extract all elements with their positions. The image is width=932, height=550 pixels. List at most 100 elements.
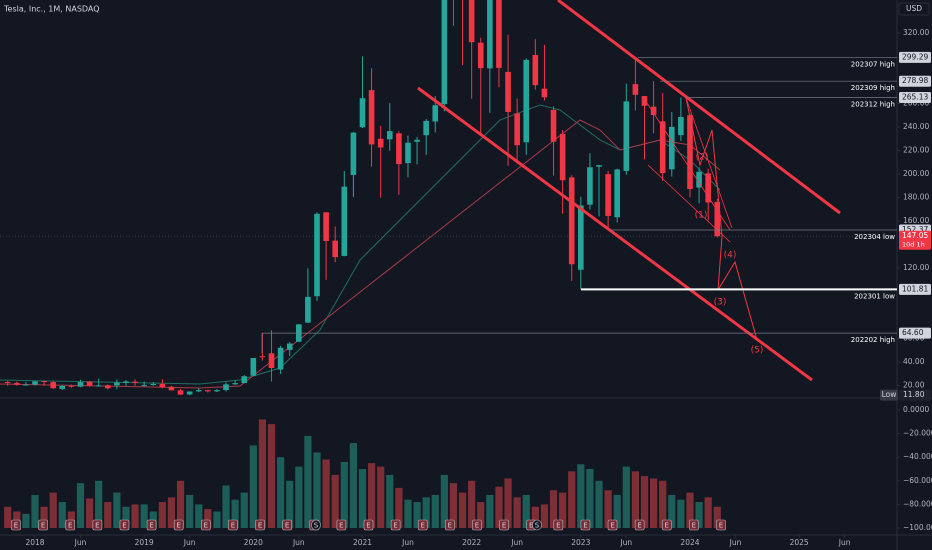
volume-bar	[295, 466, 303, 528]
candle-body	[86, 381, 93, 386]
candle-body	[59, 385, 66, 389]
volume-bar	[522, 494, 530, 528]
event-icon	[445, 519, 455, 531]
wave-channel	[685, 97, 733, 229]
candle-body	[250, 358, 257, 376]
candle-body	[477, 42, 484, 69]
volume-bar	[58, 502, 66, 528]
price-badge-value: 278.98	[902, 76, 928, 85]
candle-body	[150, 383, 157, 385]
y-tick-label: 20.00	[903, 381, 925, 390]
volume-bar	[204, 509, 212, 528]
y-tick-label: 260.00	[903, 99, 929, 108]
volume-bar	[586, 469, 594, 528]
volume-bar	[231, 499, 239, 528]
candle-body	[632, 84, 639, 95]
volume-bar	[577, 464, 585, 528]
event-icon	[363, 519, 374, 531]
volume-bar	[113, 492, 121, 528]
volume-bar	[240, 492, 248, 528]
volume-bar	[449, 483, 458, 528]
event-label: E	[556, 522, 560, 530]
event-icon	[390, 519, 401, 531]
event-label: E	[719, 522, 723, 530]
price-badge	[899, 91, 931, 103]
candle-body	[468, 0, 475, 43]
candle-body	[68, 385, 75, 387]
volume-bar	[704, 497, 712, 528]
candle-body	[523, 59, 530, 143]
y2-tick-label: −60.0000	[903, 476, 932, 485]
candle-body	[678, 117, 684, 136]
event-label: E	[529, 522, 533, 530]
volume-bar	[249, 445, 257, 528]
candle-body	[104, 385, 111, 389]
event-icon	[689, 519, 699, 531]
level-label: 202202 high	[851, 336, 895, 344]
event-label: E	[204, 522, 208, 530]
event-icon	[146, 519, 157, 531]
candle-body	[432, 105, 439, 122]
candle-body	[359, 98, 366, 128]
volume-bar	[267, 424, 276, 528]
candle-body	[605, 174, 611, 216]
wave-channel	[644, 99, 731, 231]
volume-bar	[358, 469, 367, 528]
event-icon	[92, 519, 103, 531]
wave-label: (1)	[695, 211, 708, 221]
y2-tick-label: −80.0000	[903, 499, 932, 508]
volume-bar	[559, 492, 567, 528]
volume-bar	[313, 452, 321, 528]
candle-body	[50, 382, 56, 389]
volume-bar	[395, 487, 403, 528]
event-label: E	[14, 522, 18, 530]
x-tick-label: Jun	[74, 538, 87, 547]
x-tick-label: 2025	[790, 538, 809, 547]
y-tick-label: 120.00	[903, 263, 929, 272]
level-label: 202307 high	[851, 60, 895, 68]
candle-body	[95, 385, 102, 387]
candle-body	[441, 0, 448, 105]
y-tick-label: 40.00	[903, 357, 925, 366]
volume-bar	[668, 494, 676, 528]
candle-body	[114, 382, 120, 386]
wave-projection	[685, 97, 758, 341]
volume-bar	[286, 480, 294, 528]
volume-bar	[140, 504, 148, 528]
candle-body	[41, 381, 47, 383]
y-tick-label: 160.00	[903, 216, 929, 225]
event-icon	[607, 519, 618, 531]
event-icon	[311, 519, 321, 531]
event-label: E	[448, 522, 452, 530]
volume-bar	[631, 471, 640, 528]
candle-body	[405, 142, 411, 164]
volume-bar	[695, 502, 703, 528]
price-badge-value: 152.37	[902, 225, 928, 234]
candle-body	[596, 165, 602, 167]
volume-bar	[504, 478, 512, 528]
x-tick-label: Jun	[510, 538, 523, 547]
wave-label: (4)	[724, 251, 737, 261]
volume-bar	[258, 419, 267, 528]
channel-line	[417, 86, 813, 382]
event-label: E	[421, 522, 425, 530]
volume-bar	[131, 504, 139, 528]
volume-bar	[340, 461, 348, 528]
price-badge-value: 265.13	[902, 92, 928, 101]
volume-bar	[367, 463, 376, 528]
candle-body	[77, 382, 84, 387]
wave-label: (2)	[696, 153, 709, 163]
event-label: E	[41, 522, 45, 530]
event-label: E	[231, 522, 235, 530]
volume-bar	[167, 497, 176, 528]
volume-bar	[104, 502, 112, 528]
volume-bar	[95, 480, 103, 528]
event-label: E	[285, 522, 289, 530]
y-tick-label: 240.00	[903, 122, 929, 131]
price-badge	[899, 51, 931, 63]
event-icon	[228, 519, 238, 531]
volume-bar	[495, 486, 503, 528]
candle-body	[368, 90, 375, 145]
candle-body	[195, 390, 202, 392]
